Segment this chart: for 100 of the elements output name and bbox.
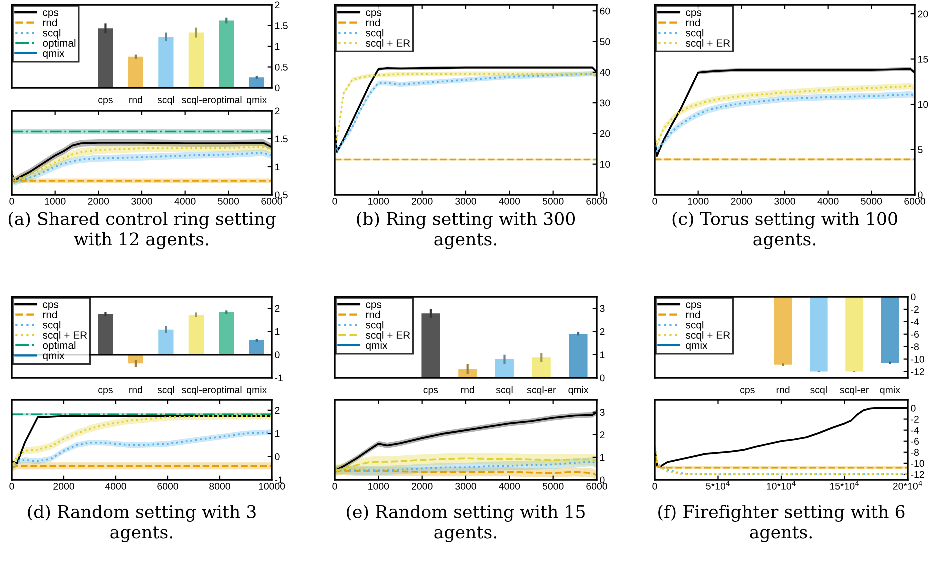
text: (e) Random setting with 15 agents. [347, 505, 585, 542]
x-tick-label: scql-er [840, 386, 869, 396]
legend-label: qmix [43, 352, 65, 362]
y-tick-label: 3 [600, 305, 605, 312]
x-tick-label: 4000 [499, 483, 520, 490]
x-tick-label: scql [810, 386, 827, 396]
y-tick-label: -8 [911, 449, 919, 456]
legend-label: scql [366, 29, 384, 39]
y-tick-label: -8 [911, 344, 919, 350]
y-tick-label: -6 [911, 331, 919, 338]
legend-label: scql + ER [686, 39, 730, 50]
legend-label: rnd [366, 310, 380, 319]
text: (b) Ring setting with 300 agents. [357, 212, 576, 250]
legend-label: cps [686, 302, 702, 310]
y-tick-label: 0 [275, 352, 280, 358]
y-tick-label: 1 [276, 430, 280, 438]
text: (c) Torus setting with 100 agents. [672, 212, 898, 250]
x-tick-label: 1000 [688, 198, 709, 205]
x-tick-label: 3000 [456, 198, 476, 205]
y-tick-label: 2 [600, 432, 605, 438]
x-tick-label: 1000 [45, 198, 66, 205]
y-tick-label: 0 [275, 84, 280, 92]
x-tick-label: 8000 [210, 483, 230, 490]
x-tick-label: 4000 [174, 198, 196, 205]
y-tick-label: 50 [600, 38, 610, 46]
x-tick-label: 10000 [259, 483, 286, 490]
text: (d) Random setting with 3 agents. [28, 505, 256, 542]
legend-label: cps [366, 302, 382, 310]
x-tick-label: 6000 [262, 198, 282, 205]
y-tick-label: -2 [911, 306, 919, 313]
legend-label: scql + ER [43, 331, 88, 342]
y-tick-label: -4 [911, 318, 920, 326]
y-tick-label: 0 [911, 294, 916, 301]
legend-label: rnd [43, 310, 58, 319]
y-tick-label: -10 [911, 460, 924, 468]
x-tick-label: qmix [247, 386, 268, 396]
x-tick-label: 2000 [412, 198, 433, 205]
legend-label: rnd [43, 18, 58, 27]
x-tick-label: 6000 [586, 198, 608, 205]
y-tick-label: 1 [600, 352, 605, 358]
legend-label: scql [43, 29, 61, 39]
x-tick-label: 5*10$^{4}$ [706, 481, 730, 490]
y-tick-label: 5 [918, 146, 923, 154]
y-tick-label: -1 [275, 476, 283, 484]
x-tick-label: 2000 [54, 483, 74, 490]
y-tick-label: -6 [911, 438, 919, 445]
y-tick-label: 15 [918, 56, 928, 63]
y-tick-label: 60 [600, 8, 610, 15]
legend-label: scql [43, 321, 61, 331]
y-tick-label: 40 [600, 69, 610, 76]
y-tick-label: 20 [600, 130, 610, 138]
x-tick-label: scql-er [182, 386, 211, 396]
x-tick-label: scql [496, 386, 513, 396]
legend-label: scql + ER [366, 331, 410, 342]
x-tick-label: 4000 [818, 198, 839, 205]
y-tick-label: 2 [275, 305, 280, 312]
x-tick-label: 4000 [105, 483, 126, 490]
y-tick-label: 10 [918, 101, 928, 108]
y-tick-label: 0 [275, 454, 280, 460]
y-tick-label: 20 [918, 10, 928, 18]
y-tick-label: 10 [600, 161, 610, 168]
legend-label: qmix [43, 50, 65, 60]
x-tick-label: qmix [880, 386, 900, 396]
y-tick-label: 0.5 [275, 64, 288, 71]
x-tick-label: 4000 [499, 198, 520, 205]
x-tick-label: optimal [211, 96, 242, 106]
x-tick-label: 0 [652, 483, 658, 490]
text: (f) Firefighter setting with 6 agents. [658, 505, 905, 542]
x-tick-label: 5000 [542, 198, 564, 205]
x-tick-label: rnd [461, 386, 474, 394]
legend-label: rnd [686, 310, 700, 319]
x-tick-label: 5000 [218, 198, 240, 205]
x-tick-label: 3000 [774, 198, 796, 205]
x-tick-label: cps [424, 388, 438, 396]
x-tick-label: 1000 [368, 198, 390, 205]
legend-label: cps [43, 302, 59, 310]
legend-label: rnd [366, 18, 380, 27]
y-tick-label: 0 [600, 374, 605, 382]
y-tick-label: 0.5 [275, 192, 288, 199]
legend-label: optimal [43, 39, 76, 50]
x-tick-label: 20*10$^{4}$ [893, 481, 922, 490]
legend-label: rnd [686, 18, 700, 27]
y-tick-label: -4 [911, 427, 920, 434]
x-tick-label: 6000 [904, 198, 926, 205]
x-tick-label: 5000 [861, 198, 882, 205]
text: (a) Shared control ring setting with 12 agents. [8, 212, 276, 250]
x-tick-label: 1000 [368, 483, 390, 490]
y-tick-label: 1.5 [276, 136, 288, 143]
y-tick-label: 3 [600, 409, 605, 416]
legend-label: cps [43, 10, 59, 18]
x-tick-label: rnd [130, 386, 142, 394]
y-tick-label: 2 [275, 108, 280, 115]
y-tick-label: 2 [275, 407, 280, 414]
y-tick-label: 1.5 [276, 22, 288, 30]
legend-label: cps [686, 10, 702, 18]
legend-label: scql [686, 29, 704, 39]
y-tick-label: 2 [600, 328, 605, 336]
x-tick-label: 3000 [456, 483, 476, 490]
y-tick-label: 1 [276, 43, 280, 50]
x-tick-label: 0 [652, 198, 658, 205]
